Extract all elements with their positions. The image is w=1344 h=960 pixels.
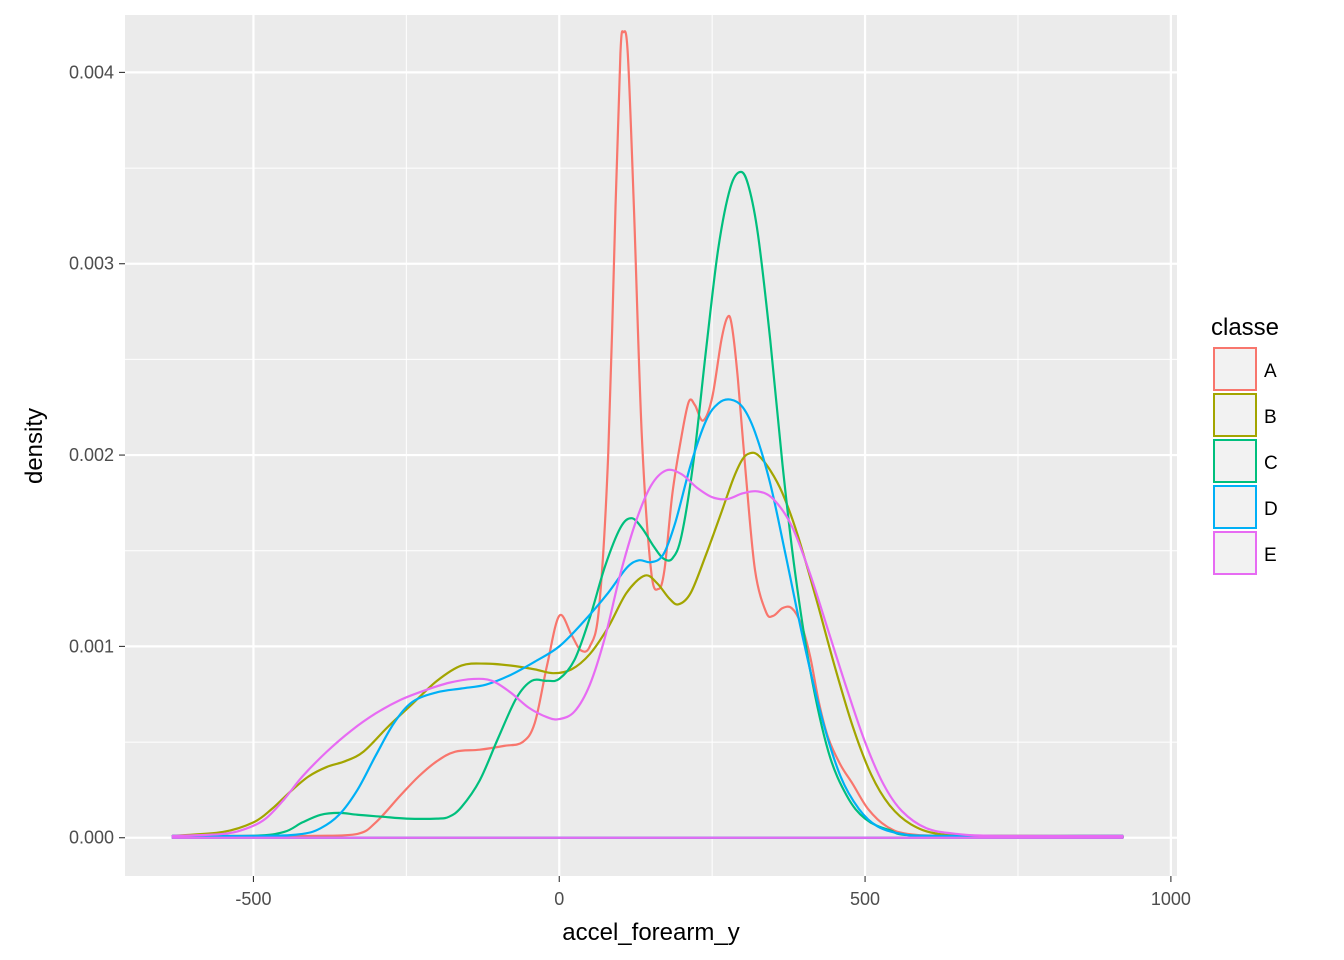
legend-title: classe xyxy=(1211,314,1279,341)
y-axis-title: density xyxy=(21,408,48,484)
legend-label-E: E xyxy=(1264,545,1277,566)
density-line-C xyxy=(171,170,1124,839)
density-line-B xyxy=(171,451,1124,839)
y-axis-ticks: 0.000 0.001 0.002 0.003 0.004 xyxy=(69,62,125,848)
legend-label-A: A xyxy=(1264,361,1277,382)
x-tick-label: 500 xyxy=(850,889,880,909)
y-tick-label: 0.004 xyxy=(69,62,114,82)
minor-gridlines xyxy=(125,15,1177,876)
x-axis-ticks: -500 0 500 1000 xyxy=(235,876,1191,909)
x-tick-label: 1000 xyxy=(1151,889,1191,909)
legend-key-E xyxy=(1213,531,1257,575)
y-tick-label: 0.002 xyxy=(69,445,114,465)
legend: classe A B C D E xyxy=(1211,314,1279,575)
x-tick-label: 0 xyxy=(554,889,564,909)
legend-label-D: D xyxy=(1264,499,1278,520)
density-lines xyxy=(171,30,1124,839)
legend-label-B: B xyxy=(1264,407,1277,428)
legend-key-D xyxy=(1213,485,1257,529)
legend-key-A xyxy=(1213,347,1257,391)
legend-key-C xyxy=(1213,439,1257,483)
density-line-E xyxy=(171,468,1124,839)
plot-panel xyxy=(125,15,1177,876)
y-tick-label: 0.000 xyxy=(69,828,114,848)
y-tick-label: 0.003 xyxy=(69,254,114,274)
x-axis-title: accel_forearm_y xyxy=(562,919,739,946)
y-tick-label: 0.001 xyxy=(69,636,114,656)
density-line-D xyxy=(171,398,1124,839)
legend-label-C: C xyxy=(1264,453,1278,474)
density-line-A xyxy=(171,30,1124,839)
legend-key-B xyxy=(1213,393,1257,437)
x-tick-label: -500 xyxy=(235,889,271,909)
